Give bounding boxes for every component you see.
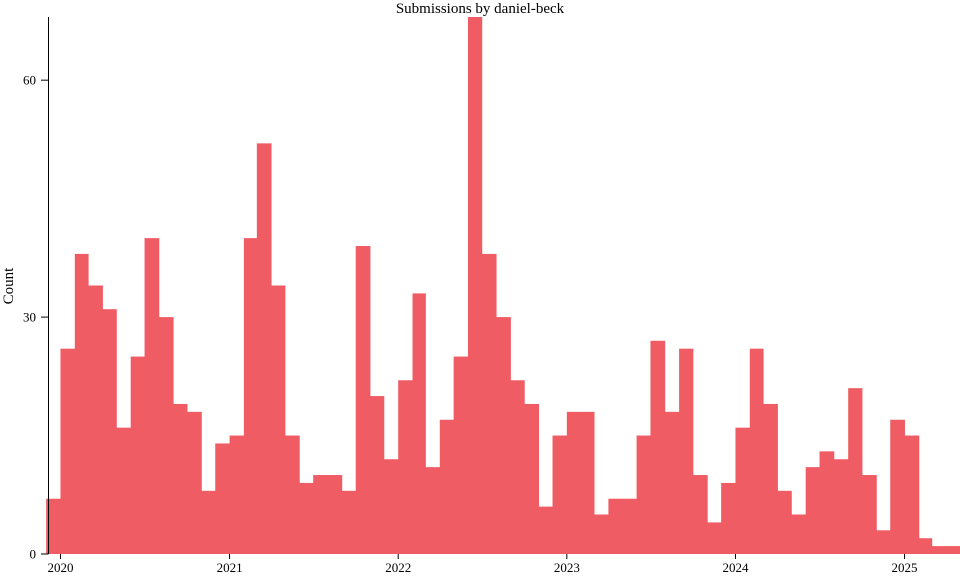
bar-2021-05 [285, 435, 300, 554]
y-tick-label: 30 [23, 310, 36, 325]
bar-2022-05 [453, 356, 469, 554]
x-tick-label: 2020 [47, 560, 73, 575]
bars-group [46, 17, 960, 554]
bar-2023-01 [566, 411, 582, 554]
bar-2020-01 [60, 348, 76, 554]
bar-2020-03 [88, 285, 103, 554]
bar-2023-06 [636, 435, 651, 554]
bar-2024-06 [805, 467, 820, 554]
bar-2020-09 [173, 403, 188, 554]
bar-2021-06 [299, 482, 314, 554]
x-tick-label: 2021 [217, 560, 243, 575]
bar-2024-07 [819, 451, 835, 554]
bar-2023-04 [608, 498, 623, 554]
bar-2021-04 [271, 285, 286, 554]
bar-2021-01 [229, 435, 245, 554]
chart-title: Submissions by daniel-beck [396, 1, 565, 17]
bar-2023-02 [581, 411, 595, 554]
bar-2023-03 [594, 514, 609, 554]
bar-2020-04 [102, 309, 117, 554]
x-axis: 2020 2021 2022 2023 2024 2025 [47, 554, 918, 575]
bar-2024-10 [862, 475, 877, 554]
bar-2020-07 [144, 238, 160, 554]
bar-2021-10 [355, 246, 371, 554]
bar-2022-09 [510, 380, 525, 554]
bar-2024-08 [833, 459, 849, 554]
bar-2020-11 [201, 490, 216, 554]
bar-2021-02 [243, 238, 258, 554]
bar-2024-05 [791, 514, 807, 554]
bar-2024-01 [735, 427, 751, 554]
y-axis-label: Count [1, 267, 17, 305]
bar-2023-07 [650, 340, 666, 554]
bar-2024-12 [890, 419, 905, 554]
bar-2022-04 [439, 419, 455, 554]
bar-2022-12 [552, 435, 568, 554]
bar-2022-06 [467, 17, 483, 554]
bar-2020-06 [130, 356, 145, 554]
bar-2025-04 [946, 546, 960, 554]
bar-2022-02 [412, 293, 426, 554]
bar-2022-08 [496, 317, 511, 554]
x-tick-label: 2025 [892, 560, 918, 575]
y-axis: 0 30 60 [23, 17, 49, 562]
bar-2021-11 [370, 396, 385, 554]
bar-2024-03 [763, 403, 778, 554]
bar-2023-10 [692, 475, 708, 554]
bar-2021-03 [256, 143, 272, 554]
bar-2023-11 [707, 522, 722, 554]
bar-2024-11 [876, 530, 891, 554]
bar-2022-07 [481, 253, 497, 554]
bar-2021-12 [383, 459, 399, 554]
bar-2025-03 [931, 546, 947, 554]
bar-2022-10 [524, 403, 540, 554]
y-tick-label: 0 [30, 547, 37, 562]
bar-2021-09 [341, 490, 357, 554]
bar-2021-08 [327, 475, 343, 554]
bar-2021-07 [313, 475, 328, 554]
bar-2023-12 [721, 482, 736, 554]
x-tick-label: 2023 [554, 560, 580, 575]
bar-2020-12 [215, 443, 230, 554]
bar-2020-08 [158, 317, 174, 554]
x-tick-label: 2022 [385, 560, 411, 575]
x-tick-label: 2024 [722, 560, 749, 575]
bar-2022-03 [425, 467, 441, 554]
bar-2024-02 [749, 348, 764, 554]
bar-2024-04 [777, 490, 792, 554]
bar-2020-02 [74, 253, 89, 554]
bar-2024-09 [848, 388, 863, 554]
bar-2022-01 [398, 380, 413, 554]
bar-2019-12 [46, 498, 61, 554]
y-tick-label: 60 [23, 73, 36, 88]
bar-2023-09 [679, 348, 694, 554]
bar-2023-05 [622, 498, 637, 554]
bar-2025-01 [904, 435, 920, 554]
bar-2022-11 [538, 506, 553, 554]
bar-2020-10 [187, 411, 202, 554]
bar-2023-08 [664, 411, 680, 554]
bar-2025-02 [918, 538, 933, 554]
bar-2020-05 [116, 427, 132, 554]
